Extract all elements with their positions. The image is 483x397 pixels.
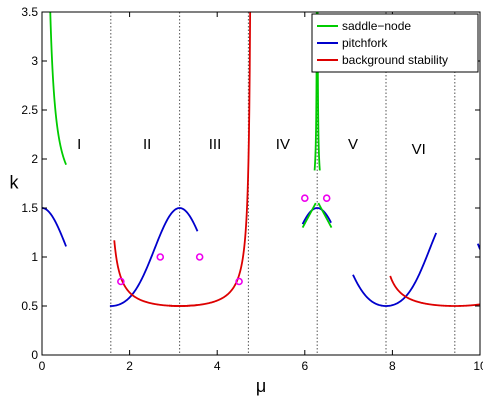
pitchfork-line-2 [109,207,199,307]
y-tick-label-1: 0.5 [21,299,38,313]
x-tick-label-5: 10 [473,359,483,373]
region-label-3: III [209,136,222,153]
markers [117,194,331,286]
saddle-node-line-1 [49,12,67,166]
y-axis-label: k [10,172,20,192]
legend-label-1: saddle−node [342,19,411,33]
y-tick-label-3: 1.5 [21,201,38,215]
region-label-6: VI [412,141,426,158]
background-stability-line-1 [113,240,198,307]
legend-label-2: pitchfork [342,36,388,50]
pitchfork-line-3 [301,207,332,225]
saddle-node-line-2 [301,202,317,229]
x-tick-label-0: 0 [39,359,46,373]
region-label-2: II [143,136,151,153]
marker-point-1 [117,277,125,286]
marker-point-3 [195,253,204,261]
x-axis-label: μ [256,376,266,396]
plot-frame [41,11,481,356]
legend-box [311,13,479,73]
y-tick-label-0: 0 [31,348,38,362]
x-tick-label-4: 8 [389,359,396,373]
y-tick-label-2: 1 [31,250,38,264]
background-stability-line-3 [389,275,480,307]
region-label-4: IV [276,136,290,153]
ticks: 0 2 4 6 8 10 0 0.5 1 1.5 2 2.5 3 3.5 [21,5,483,373]
marker-point-5 [300,194,309,202]
marker-point-6 [322,194,331,202]
y-tick-label-4: 2 [31,152,38,166]
region-labels: I II III IV V VI [77,136,426,158]
y-tick-label-6: 3 [31,54,38,68]
marker-point-2 [156,253,165,261]
legend: saddle−node pitchfork background stability [311,13,479,73]
curves [42,12,480,307]
y-tick-label-7: 3.5 [21,5,38,19]
x-tick-label-3: 6 [301,359,308,373]
pitchfork-line-1 [42,207,67,247]
region-label-1: I [77,136,81,153]
x-tick-label-2: 4 [214,359,221,373]
legend-label-3: background stability [342,53,448,67]
region-label-5: V [348,136,358,153]
y-tick-label-5: 2.5 [21,103,38,117]
saddle-node-line-3 [317,202,333,229]
marker-point-4 [235,277,243,286]
pitchfork-line-4 [352,232,438,307]
x-tick-label-1: 2 [126,359,133,373]
